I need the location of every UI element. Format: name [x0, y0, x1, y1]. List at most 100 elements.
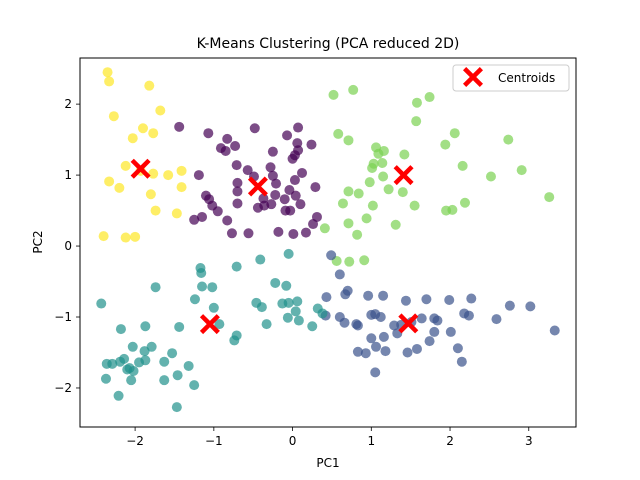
cluster-4-point-16 [283, 297, 294, 308]
cluster-4-point-25 [293, 315, 304, 326]
cluster-0-point-6 [137, 123, 148, 134]
cluster-0-point-12 [176, 165, 187, 176]
cluster-2-point-40 [359, 255, 370, 266]
x-tick-label: 3 [525, 434, 533, 448]
y-tick-label: 2 [64, 97, 72, 111]
cluster-1-point-17 [289, 150, 300, 161]
cluster-3-point-24 [416, 313, 427, 324]
cluster-0-point-11 [163, 170, 174, 181]
cluster-0-point-2 [144, 80, 155, 91]
cluster-2-point-18 [516, 165, 527, 176]
cluster-4-point-2 [231, 261, 242, 272]
cluster-4-point-3 [255, 254, 266, 265]
cluster-1-point-50 [273, 226, 284, 237]
cluster-4-point-27 [115, 324, 126, 335]
cluster-0-point-14 [114, 182, 125, 193]
cluster-3-point-31 [378, 331, 389, 342]
y-tick-label: −2 [54, 381, 72, 395]
cluster-3-point-45 [370, 367, 381, 378]
centroid-marker-3 [398, 313, 419, 334]
cluster-4-point-44 [128, 365, 139, 376]
y-tick-label: 0 [64, 239, 72, 253]
cluster-1-point-3 [230, 140, 241, 151]
cluster-2-point-5 [449, 128, 460, 139]
cluster-2-point-12 [378, 145, 389, 156]
cluster-2-point-16 [367, 162, 378, 173]
cluster-4-point-24 [282, 312, 293, 323]
cluster-2-point-8 [333, 128, 344, 139]
cluster-4-point-49 [172, 370, 183, 381]
cluster-4-point-36 [183, 360, 194, 371]
cluster-1-point-12 [231, 160, 242, 171]
cluster-4-point-46 [126, 375, 137, 386]
cluster-3-point-9 [444, 294, 455, 305]
cluster-3-point-37 [371, 341, 382, 352]
cluster-2-point-24 [343, 186, 354, 197]
cluster-4-point-22 [214, 319, 225, 330]
cluster-2-point-27 [367, 200, 378, 211]
x-axis-ticks: −2 −1 0 1 2 3 [126, 427, 533, 448]
cluster-3-point-40 [411, 343, 422, 354]
cluster-3-point-30 [549, 325, 560, 336]
cluster-1-point-44 [212, 206, 223, 217]
centroid-marker-1 [247, 176, 268, 197]
cluster-0-point-17 [150, 205, 161, 216]
cluster-3-point-34 [429, 326, 440, 337]
legend: Centroids [452, 64, 570, 92]
legend-centroid-x [463, 67, 483, 87]
cluster-2-point-17 [457, 160, 468, 171]
cluster-2-point-31 [459, 197, 470, 208]
cluster-2-point-13 [399, 149, 410, 160]
cluster-4-point-8 [207, 282, 218, 293]
cluster-1-point-13 [242, 165, 253, 176]
cluster-0-point-19 [98, 231, 109, 242]
cluster-3-point-38 [380, 346, 391, 357]
cluster-1-point-45 [222, 215, 233, 226]
cluster-3-point-43 [352, 346, 363, 357]
cluster-1-point-7 [267, 146, 278, 157]
cluster-1-point-4 [249, 123, 260, 134]
cluster-1-point-22 [297, 167, 308, 178]
cluster-0-point-20 [120, 232, 131, 243]
cluster-1-point-31 [290, 190, 301, 201]
cluster-1-point-51 [288, 228, 299, 239]
chart-title: K-Means Clustering (PCA reduced 2D) [197, 36, 460, 52]
cluster-3-point-28 [463, 310, 474, 321]
cluster-4-point-6 [150, 282, 161, 293]
cluster-1-point-48 [226, 228, 237, 239]
cluster-0-point-7 [148, 128, 159, 139]
cluster-4-point-33 [146, 341, 157, 352]
cluster-0-point-8 [120, 160, 131, 171]
cluster-1-point-24 [271, 178, 282, 189]
cluster-4-point-7 [197, 281, 208, 292]
cluster-0-point-5 [127, 133, 138, 144]
cluster-3-point-17 [352, 320, 363, 331]
cluster-4-point-48 [159, 375, 170, 386]
cluster-2-point-3 [424, 92, 435, 103]
cluster-1-point-30 [279, 194, 290, 205]
cluster-0-point-10 [148, 168, 159, 179]
cluster-0-point-3 [108, 111, 119, 122]
cluster-4-point-11 [189, 294, 200, 305]
cluster-1-point-21 [267, 170, 278, 181]
cluster-3-point-10 [466, 293, 477, 304]
cluster-2-point-22 [383, 184, 394, 195]
legend-centroid-marker [463, 67, 483, 87]
cluster-4-point-52 [171, 402, 182, 413]
cluster-2-point-20 [378, 171, 389, 182]
centroid-markers [130, 158, 419, 335]
y-axis-label: PC2 [31, 230, 45, 253]
cluster-1-point-38 [266, 199, 277, 210]
cluster-2-point-25 [353, 188, 364, 199]
cluster-4-point-31 [127, 341, 138, 352]
cluster-2-point-37 [390, 219, 401, 230]
cluster-4-point-26 [307, 321, 318, 332]
cluster-2-point-32 [544, 192, 555, 203]
cluster-4-point-14 [256, 302, 267, 313]
cluster-4-point-45 [140, 355, 151, 366]
cluster-4-point-23 [261, 319, 272, 330]
cluster-4-point-50 [189, 380, 200, 391]
cluster-3-point-36 [424, 336, 435, 347]
cluster-1-point-2 [222, 133, 233, 144]
cluster-2-point-35 [319, 223, 330, 234]
